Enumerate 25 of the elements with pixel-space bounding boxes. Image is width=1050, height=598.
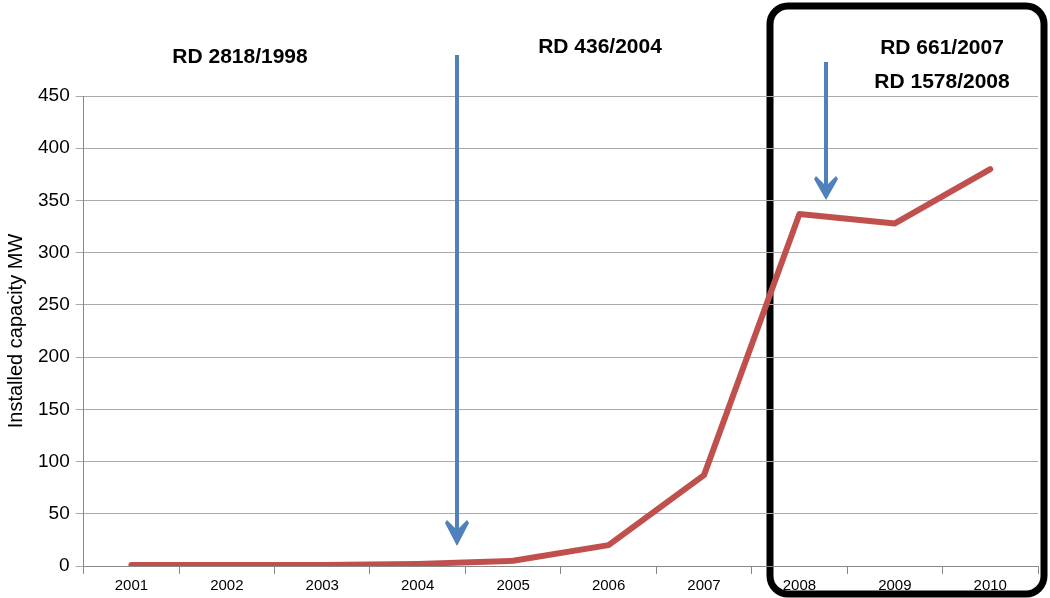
x-tick-label: 2002 bbox=[210, 576, 244, 594]
text: RD 2818/1998 bbox=[172, 43, 309, 67]
y-tick-label: 400 bbox=[38, 136, 70, 158]
y-tick-label: 300 bbox=[38, 240, 70, 262]
x-tick-label: 2010 bbox=[973, 576, 1007, 594]
y-tick-label: 450 bbox=[38, 84, 70, 106]
y-axis-title: Installed capacity MW bbox=[3, 233, 26, 429]
x-tick-label: 2007 bbox=[687, 576, 721, 594]
x-tick-label: 2008 bbox=[782, 576, 817, 594]
x-tick-label: 2006 bbox=[591, 576, 626, 594]
x-tick-label: 2004 bbox=[401, 576, 435, 594]
text: RD 1578/2008 bbox=[874, 68, 1011, 92]
y-tick-label: 350 bbox=[38, 188, 70, 210]
y-tick-label: 150 bbox=[38, 397, 70, 419]
text: RD 661/2007 bbox=[880, 34, 1004, 58]
x-tick-label: 2003 bbox=[305, 576, 339, 594]
x-tick-label: 2001 bbox=[114, 576, 149, 594]
x-tick-label: 2009 bbox=[878, 576, 912, 594]
y-tick-label: 200 bbox=[38, 345, 70, 367]
y-tick-label: 100 bbox=[38, 449, 70, 471]
y-tick-label: 250 bbox=[38, 293, 70, 315]
text: RD 436/2004 bbox=[538, 33, 663, 57]
y-tick-label: 0 bbox=[59, 554, 70, 576]
x-tick-label: 2005 bbox=[496, 576, 530, 594]
y-tick-label: 50 bbox=[48, 502, 70, 524]
